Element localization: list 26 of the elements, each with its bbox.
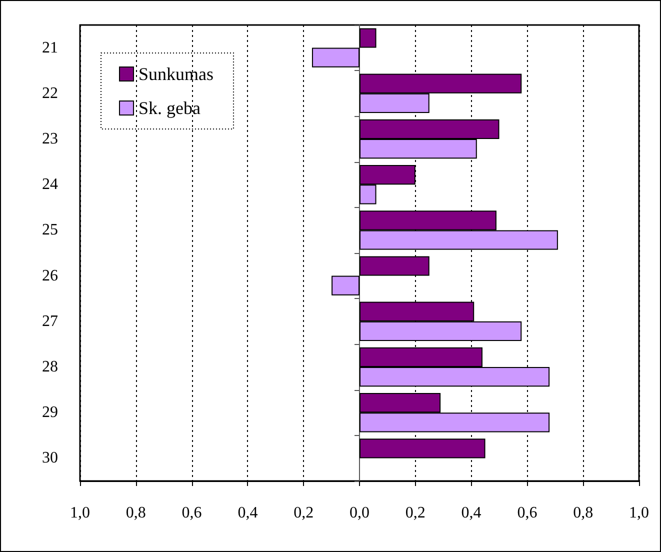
y-tick-label: 21 (42, 39, 58, 56)
y-tick-label: 24 (42, 176, 58, 194)
x-tick-label: 0,2 (294, 504, 314, 522)
legend-label: Sk. geba (138, 98, 200, 118)
x-tick-label: 0,4 (238, 504, 258, 522)
x-tick-label: 1,0 (70, 504, 90, 522)
y-tick-label: 29 (42, 404, 58, 422)
y-tick-label: 23 (42, 130, 58, 148)
legend-label: Sunkumas (138, 64, 214, 84)
bar (360, 28, 376, 48)
x-tick-label: 1,0 (629, 504, 649, 522)
x-tick-label: 0,4 (461, 504, 482, 522)
x-tick-label: 0,8 (126, 504, 146, 522)
x-tick-label: 0,8 (573, 504, 594, 522)
y-tick-label: 28 (42, 358, 58, 376)
y-tick-label: 26 (42, 267, 58, 284)
x-tick-label: 0,6 (182, 504, 202, 522)
y-tick-label: 25 (42, 222, 58, 239)
x-tick-label: 0,0 (350, 504, 370, 522)
bar (312, 48, 360, 68)
x-tick-label: 0,2 (405, 504, 426, 522)
y-tick-label: 27 (42, 312, 58, 330)
x-tick-label: 0,6 (517, 504, 538, 522)
bar (332, 276, 360, 296)
y-tick-label: 30 (42, 450, 58, 467)
y-tick-label: 22 (42, 84, 58, 102)
